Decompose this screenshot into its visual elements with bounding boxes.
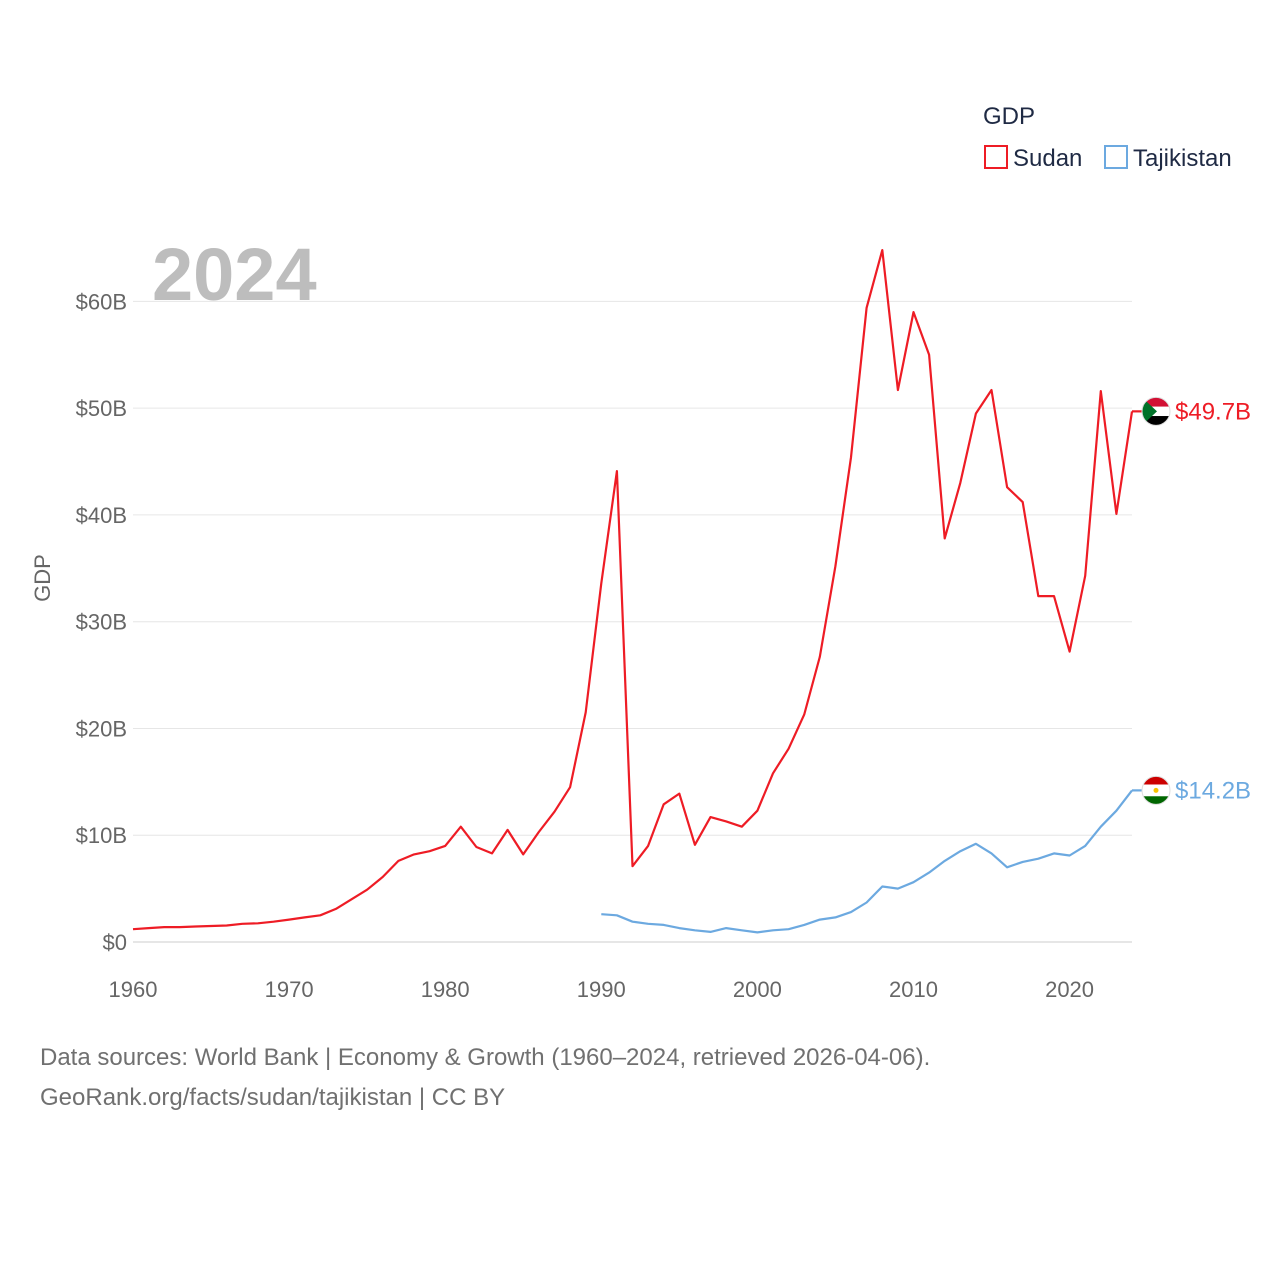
y-tick-label: $0 [103, 930, 127, 955]
gridlines [133, 300, 1132, 943]
x-tick-label: 1990 [577, 977, 626, 1002]
x-tick-label: 1970 [265, 977, 314, 1002]
y-tick-label: $10B [76, 823, 127, 848]
x-tick-label: 2010 [889, 977, 938, 1002]
series-line-tajikistan[interactable] [601, 789, 1133, 934]
x-tick-label: 1980 [421, 977, 470, 1002]
legend-swatch-sudan [984, 145, 1008, 169]
tajikistan-flag-icon [1141, 775, 1171, 805]
legend-item-sudan[interactable]: Sudan [984, 145, 1082, 172]
y-tick-label: $60B [76, 289, 127, 314]
footer-attribution: GeoRank.org/facts/sudan/tajikistan | CC … [40, 1084, 506, 1111]
legend-label-sudan: Sudan [1013, 145, 1082, 172]
end-label-sudan: $49.7B [1175, 398, 1251, 425]
y-tick-label: $30B [76, 610, 127, 635]
x-tick-label: 2020 [1045, 977, 1094, 1002]
legend-swatch-tajikistan [1104, 145, 1128, 169]
y-axis-ticks: $0 $10B $20B $30B $40B $50B $60B [76, 289, 127, 955]
footer-sources: Data sources: World Bank | Economy & Gro… [40, 1044, 931, 1071]
series-end-labels: $49.7B $14.2B [1132, 396, 1251, 805]
x-tick-label: 1960 [109, 977, 158, 1002]
legend-label-tajikistan: Tajikistan [1133, 145, 1232, 172]
series-lines [132, 249, 1134, 934]
year-label: 2024 [152, 233, 317, 316]
legend: GDP Sudan Tajikistan [983, 103, 1232, 172]
x-tick-label: 2000 [733, 977, 782, 1002]
y-tick-label: $20B [76, 716, 127, 741]
sudan-flag-icon [1141, 396, 1171, 426]
end-label-tajikistan: $14.2B [1175, 777, 1251, 804]
y-axis-title: GDP [30, 554, 55, 602]
legend-title: GDP [983, 103, 1035, 130]
gdp-line-chart: $0$10B$20B$30B$40B$50B$60B 1960 1970 1980 1… [30, 103, 1251, 1002]
legend-item-tajikistan[interactable]: Tajikistan [1104, 145, 1232, 172]
series-line-sudan[interactable] [132, 249, 1134, 931]
y-tick-label: $40B [76, 503, 127, 528]
y-tick-label: $50B [76, 396, 127, 421]
x-axis-ticks: 1960 1970 1980 1990 2000 2010 2020 [109, 977, 1095, 1002]
